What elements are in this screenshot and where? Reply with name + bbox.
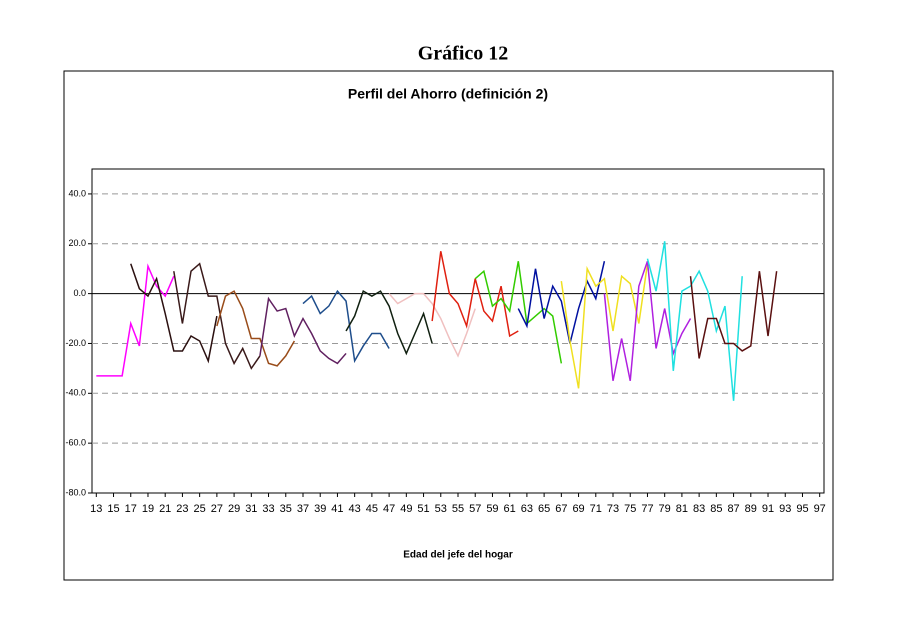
series-line <box>259 296 347 365</box>
series-line <box>173 262 261 370</box>
x-axis-label: Edad del jefe del hogar <box>403 550 513 561</box>
x-tick-label: 53 <box>435 503 447 515</box>
x-tick-label: 59 <box>486 503 498 515</box>
x-tick-label: 95 <box>796 503 808 515</box>
series-line <box>302 289 390 364</box>
series-line <box>216 290 296 367</box>
x-tick-label: 69 <box>572 503 584 515</box>
x-tick-label: 81 <box>676 503 688 515</box>
x-tick-label: 17 <box>125 503 137 515</box>
x-tick-label: 35 <box>280 503 292 515</box>
x-tick-label: 57 <box>469 503 481 515</box>
x-tick-label: 63 <box>521 503 533 515</box>
series-line <box>474 261 563 364</box>
x-tick-label: 85 <box>710 503 722 515</box>
x-tick-label: 31 <box>245 503 257 515</box>
x-tick-label: 27 <box>211 503 223 515</box>
x-tick-label: 91 <box>762 503 774 515</box>
x-tick-label: 19 <box>142 503 154 515</box>
x-tick-label: 13 <box>90 503 102 515</box>
series-line <box>96 263 175 377</box>
x-tick-label: 33 <box>262 503 274 515</box>
x-tick-label: 29 <box>228 503 240 515</box>
x-tick-label: 65 <box>538 503 550 515</box>
series-line <box>689 271 778 359</box>
y-tick-label: -20.0 <box>65 338 86 348</box>
x-tick-label: 77 <box>641 503 653 515</box>
x-tick-label: 75 <box>624 503 636 515</box>
chart-title: Perfil del Ahorro (definición 2) <box>348 86 548 102</box>
series-line <box>517 261 606 344</box>
x-tick-label: 73 <box>607 503 619 515</box>
series-line <box>560 263 649 389</box>
y-tick-label: -80.0 <box>65 487 86 497</box>
x-tick-label: 61 <box>504 503 516 515</box>
x-tick-label: 97 <box>814 503 826 515</box>
page-heading: Gráfico 12 <box>418 43 509 65</box>
x-tick-label: 45 <box>366 503 378 515</box>
x-tick-label: 49 <box>400 503 412 515</box>
x-tick-label: 39 <box>314 503 326 515</box>
x-tick-label: 15 <box>107 503 119 515</box>
series-line <box>130 263 218 364</box>
x-tick-label: 83 <box>693 503 705 515</box>
y-tick-label: -40.0 <box>65 388 86 398</box>
x-tick-label: 87 <box>727 503 739 515</box>
x-tick-label: 55 <box>452 503 464 515</box>
x-tick-label: 71 <box>590 503 602 515</box>
y-tick-label: 20.0 <box>68 238 86 248</box>
x-tick-label: 23 <box>176 503 188 515</box>
x-tick-label: 47 <box>383 503 395 515</box>
y-tick-label: -60.0 <box>65 438 86 448</box>
series-line <box>646 241 743 401</box>
series-line <box>345 290 433 356</box>
x-tick-label: 41 <box>331 503 343 515</box>
y-tick-label: 40.0 <box>68 188 86 198</box>
x-tick-label: 25 <box>194 503 206 515</box>
series-line <box>388 292 476 358</box>
plot-area <box>91 168 825 494</box>
x-tick-label: 93 <box>779 503 791 515</box>
x-tick-label: 43 <box>349 503 361 515</box>
x-tick-label: 89 <box>745 503 757 515</box>
x-tick-label: 67 <box>555 503 567 515</box>
chart-frame <box>63 70 834 581</box>
y-tick-label: 0.0 <box>73 288 86 298</box>
x-tick-label: 21 <box>159 503 171 515</box>
x-tick-label: 37 <box>297 503 309 515</box>
x-tick-label: 79 <box>659 503 671 515</box>
x-tick-label: 51 <box>417 503 429 515</box>
